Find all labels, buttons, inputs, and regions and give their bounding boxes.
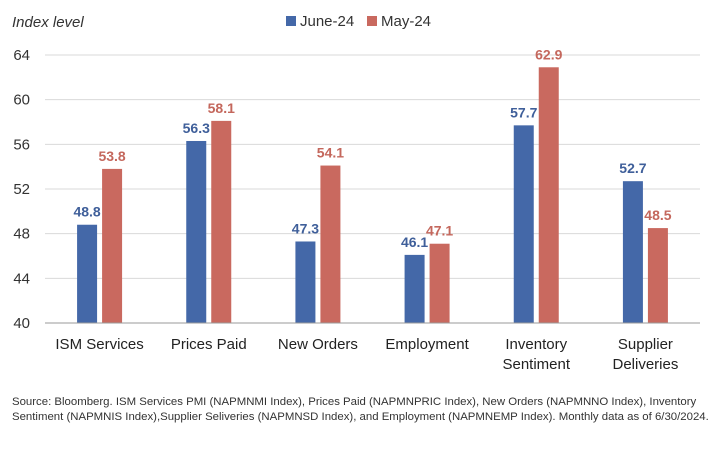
gridlines bbox=[45, 54, 700, 279]
data-label: 48.5 bbox=[644, 207, 671, 223]
y-tick-label: 60 bbox=[13, 92, 30, 109]
data-label: 54.1 bbox=[317, 145, 344, 161]
x-tick-label: Deliveries bbox=[612, 356, 678, 373]
legend-swatch bbox=[367, 16, 377, 26]
bar-june-24 bbox=[186, 140, 207, 323]
data-labels: 48.8 53.8 56.3 58.1 47.3 54.1 46.147.1 57.7 62.9… bbox=[73, 46, 671, 250]
y-tick-label: 52 bbox=[13, 181, 30, 198]
x-tick-label: Sentiment bbox=[502, 356, 570, 373]
bar-may-24 bbox=[102, 168, 123, 323]
x-tick-label: Employment bbox=[385, 336, 469, 353]
legend: June-24 May-24 bbox=[286, 13, 431, 30]
y-axis-title: Index level bbox=[12, 14, 84, 31]
y-tick-label: 48 bbox=[13, 226, 30, 243]
bar-may-24 bbox=[538, 67, 559, 324]
source-note: Source: Bloomberg. ISM Services PMI (NAP… bbox=[12, 396, 709, 423]
x-tick-label: Inventory bbox=[505, 336, 567, 353]
legend-label: June-24 bbox=[300, 13, 354, 30]
bar-june-24 bbox=[295, 241, 316, 323]
bar-june-24 bbox=[77, 224, 98, 323]
bar-june-24 bbox=[622, 181, 643, 323]
x-tick-label: New Orders bbox=[278, 336, 358, 353]
data-label: 57.7 bbox=[510, 104, 537, 120]
data-label: 56.3 bbox=[183, 120, 210, 136]
data-label: 53.8 bbox=[98, 148, 125, 164]
axes: 40 44 48 52 56 60 64 ISM Services Prices Paid New… bbox=[13, 47, 700, 373]
x-tick-label: ISM Services bbox=[55, 336, 143, 353]
bar-may-24 bbox=[320, 165, 341, 323]
bar-may-24 bbox=[647, 228, 668, 323]
data-label: 52.7 bbox=[619, 160, 646, 176]
y-tick-label: 64 bbox=[13, 47, 30, 64]
x-tick-label: Supplier bbox=[618, 336, 673, 353]
bar-june-24 bbox=[404, 254, 425, 323]
bars bbox=[77, 67, 668, 324]
x-tick-label: Prices Paid bbox=[171, 336, 247, 353]
y-tick-label: 44 bbox=[13, 270, 30, 287]
legend-swatch bbox=[286, 16, 296, 26]
bar-chart: 48.8 53.8 56.3 58.1 47.3 54.1 46.147.1 57.7 62.9… bbox=[12, 13, 700, 373]
y-tick-label: 40 bbox=[13, 315, 30, 332]
data-label: 48.8 bbox=[73, 204, 100, 220]
data-label: 47.1 bbox=[426, 223, 453, 239]
data-label: 47.3 bbox=[292, 220, 319, 236]
bar-june-24 bbox=[513, 125, 534, 323]
data-label: 62.9 bbox=[535, 46, 562, 62]
legend-label: May-24 bbox=[381, 13, 431, 30]
data-label: 58.1 bbox=[208, 100, 235, 116]
data-label: 46.1 bbox=[401, 234, 428, 250]
y-tick-label: 56 bbox=[13, 136, 30, 153]
bar-may-24 bbox=[211, 120, 232, 323]
bar-may-24 bbox=[429, 243, 450, 323]
